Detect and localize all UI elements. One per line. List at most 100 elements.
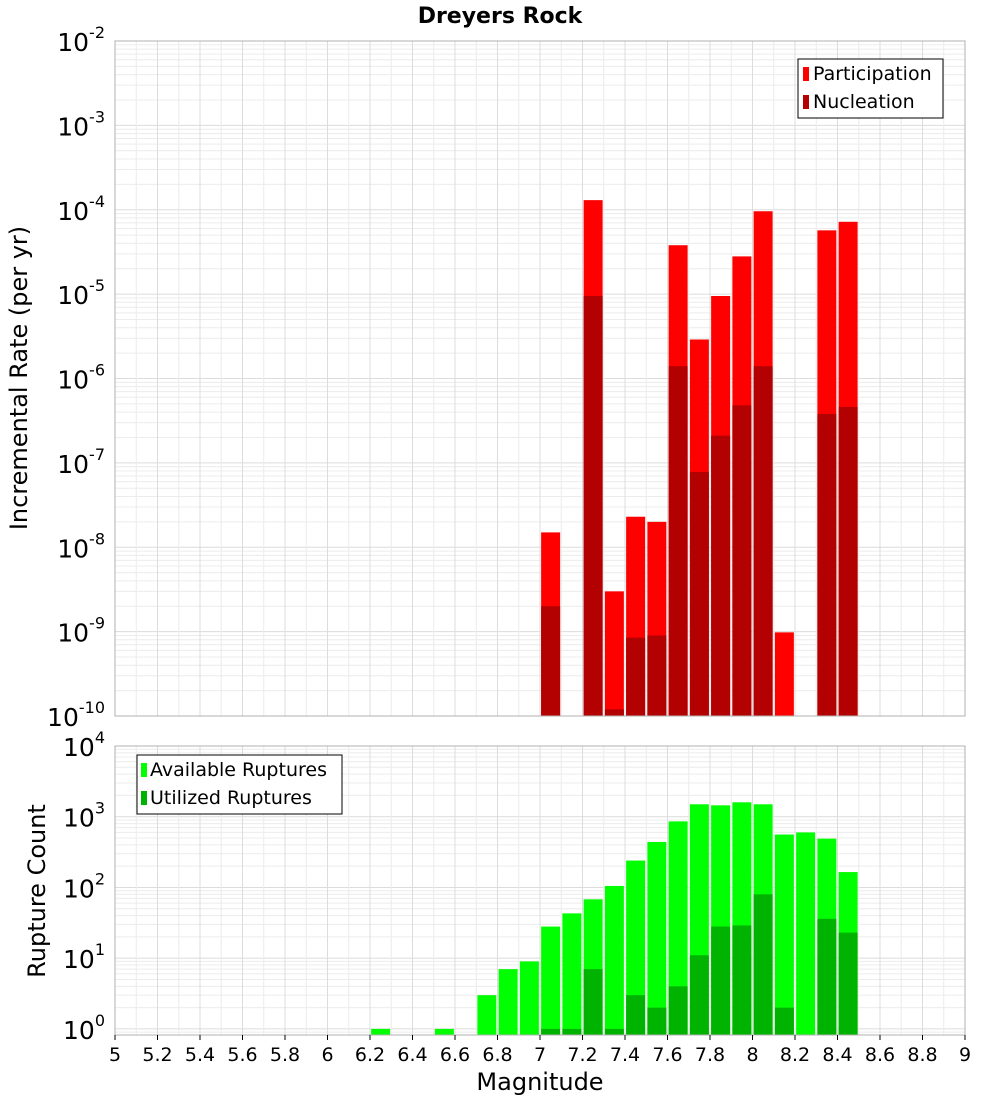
top-plot-frame	[114, 40, 966, 717]
bottom-bar-utilized-ruptures	[838, 932, 858, 1035]
top-legend: Participation Nucleation	[797, 58, 944, 119]
x-tick-label: 6	[321, 1044, 333, 1066]
legend-swatch-available	[141, 763, 147, 777]
bottom-bar-utilized-ruptures	[711, 926, 731, 1035]
legend-swatch-nucleation	[803, 95, 809, 109]
x-tick-label: 7.6	[652, 1044, 682, 1066]
bottom-plot-panel: 104 103 102 101 100 5 5.2 5.4 5.6 5.8 6 6.2 6.4 6.6 6…	[23, 728, 971, 1096]
bottom-bar-utilized-ruptures	[604, 1028, 624, 1035]
legend-label-participation: Participation	[813, 63, 932, 85]
x-tick-label: 6.4	[397, 1044, 427, 1066]
x-axis-label: Magnitude	[476, 1068, 603, 1096]
bottom-bar-available-ruptures	[541, 926, 561, 1035]
bottom-bar-utilized-ruptures	[817, 918, 837, 1035]
top-bar-participation	[604, 591, 624, 716]
legend-label-available: Available Ruptures	[150, 759, 327, 781]
top-bars	[541, 200, 858, 717]
top-bar-nucleation	[668, 366, 688, 716]
x-tick-label: 6.6	[440, 1044, 470, 1066]
bottom-bar-available-ruptures	[519, 961, 539, 1035]
bottom-bar-utilized-ruptures	[732, 925, 752, 1035]
bottom-bar-utilized-ruptures	[626, 995, 646, 1035]
top-bar-nucleation	[838, 406, 858, 716]
top-y-tick-label: 10-6	[57, 361, 105, 395]
bottom-y-tick-label: 101	[63, 940, 105, 974]
legend-swatch-utilized	[141, 791, 147, 805]
x-tick-label: 8.6	[865, 1044, 895, 1066]
x-tick-label: 6.8	[482, 1044, 512, 1066]
top-y-tick-label: 10-9	[57, 614, 105, 648]
top-bar-nucleation	[753, 366, 773, 716]
top-bar-nucleation	[647, 635, 667, 716]
top-y-tick-label: 10-8	[57, 529, 105, 563]
top-bar-nucleation	[711, 435, 731, 716]
x-tick-label: 5.4	[185, 1044, 215, 1066]
bottom-y-ticks: 104 103 102 101 100	[63, 728, 105, 1045]
bottom-bar-available-ruptures	[626, 860, 646, 1035]
top-y-ticks: 10-2 10-3 10-4 10-5 10-6 10-7 10-8 10-9 10-10	[47, 23, 105, 732]
bottom-bar-utilized-ruptures	[753, 894, 773, 1035]
top-y-tick-label: 10-10	[47, 698, 105, 732]
bottom-y-tick-label: 102	[63, 869, 105, 903]
x-tick-label: 5.6	[227, 1044, 257, 1066]
bottom-bar-utilized-ruptures	[541, 1028, 561, 1035]
top-legend-box	[797, 58, 944, 119]
top-bar-nucleation	[604, 709, 624, 716]
bottom-bar-available-ruptures	[796, 832, 816, 1035]
chart-title: Dreyers Rock	[418, 4, 584, 29]
bottom-bar-available-ruptures	[477, 995, 497, 1035]
bottom-bar-available-ruptures	[668, 821, 688, 1035]
top-bar-nucleation	[541, 606, 561, 716]
x-tick-label: 8.2	[780, 1044, 810, 1066]
top-y-tick-label: 10-7	[57, 445, 105, 479]
bottom-bar-utilized-ruptures	[668, 986, 688, 1035]
bottom-y-tick-label: 104	[63, 728, 105, 762]
top-bar-participation	[774, 632, 794, 716]
bottom-bar-available-ruptures	[774, 834, 794, 1035]
bottom-bars	[371, 802, 858, 1035]
x-tick-label: 5.8	[270, 1044, 300, 1066]
bottom-x-ticks: 5 5.2 5.4 5.6 5.8 6 6.2 6.4 6.6 6.8 7 7.2 7.4 7.6 7.8 8…	[109, 1035, 971, 1066]
top-bar-nucleation	[626, 637, 646, 716]
x-tick-label: 7	[534, 1044, 546, 1066]
legend-swatch-participation	[803, 67, 809, 81]
bottom-bar-available-ruptures	[604, 885, 624, 1035]
bottom-bar-available-ruptures	[562, 913, 582, 1035]
top-y-tick-label: 10-5	[57, 276, 105, 310]
top-y-tick-label: 10-4	[57, 192, 105, 226]
bottom-bar-utilized-ruptures	[689, 955, 709, 1035]
bottom-y-tick-label: 103	[63, 799, 105, 833]
top-bar-nucleation	[732, 405, 752, 716]
top-plot-panel: 10-2 10-3 10-4 10-5 10-6 10-7 10-8 10-9 10-10 In…	[5, 23, 966, 732]
x-tick-label: 7.8	[695, 1044, 725, 1066]
x-tick-label: 7.4	[610, 1044, 640, 1066]
bottom-bar-utilized-ruptures	[562, 1028, 582, 1035]
x-tick-label: 8	[746, 1044, 758, 1066]
x-tick-label: 7.2	[567, 1044, 597, 1066]
x-tick-label: 8.8	[907, 1044, 937, 1066]
bottom-bar-available-ruptures	[371, 1028, 391, 1035]
x-tick-label: 5.2	[142, 1044, 172, 1066]
bottom-y-tick-label: 100	[63, 1011, 105, 1045]
bottom-bar-utilized-ruptures	[583, 969, 603, 1035]
x-tick-label: 9	[959, 1044, 971, 1066]
legend-label-utilized: Utilized Ruptures	[150, 787, 312, 809]
bottom-bar-available-ruptures	[434, 1028, 454, 1035]
bottom-bar-available-ruptures	[647, 841, 667, 1035]
top-y-axis-label: Incremental Rate (per yr)	[5, 226, 33, 530]
x-tick-label: 8.4	[822, 1044, 852, 1066]
bottom-legend: Available Ruptures Utilized Ruptures	[136, 754, 343, 815]
top-bar-nucleation	[583, 296, 603, 716]
bottom-bar-utilized-ruptures	[647, 1007, 667, 1035]
bottom-y-axis-label: Rupture Count	[23, 804, 51, 978]
bottom-bar-available-ruptures	[498, 969, 518, 1035]
top-y-tick-label: 10-2	[57, 23, 105, 57]
top-grid	[114, 40, 966, 717]
bottom-bar-utilized-ruptures	[774, 1007, 794, 1035]
top-y-tick-label: 10-3	[57, 107, 105, 141]
bottom-legend-box	[136, 754, 343, 815]
legend-label-nucleation: Nucleation	[813, 91, 915, 113]
top-bar-nucleation	[817, 413, 837, 716]
x-tick-label: 6.2	[355, 1044, 385, 1066]
